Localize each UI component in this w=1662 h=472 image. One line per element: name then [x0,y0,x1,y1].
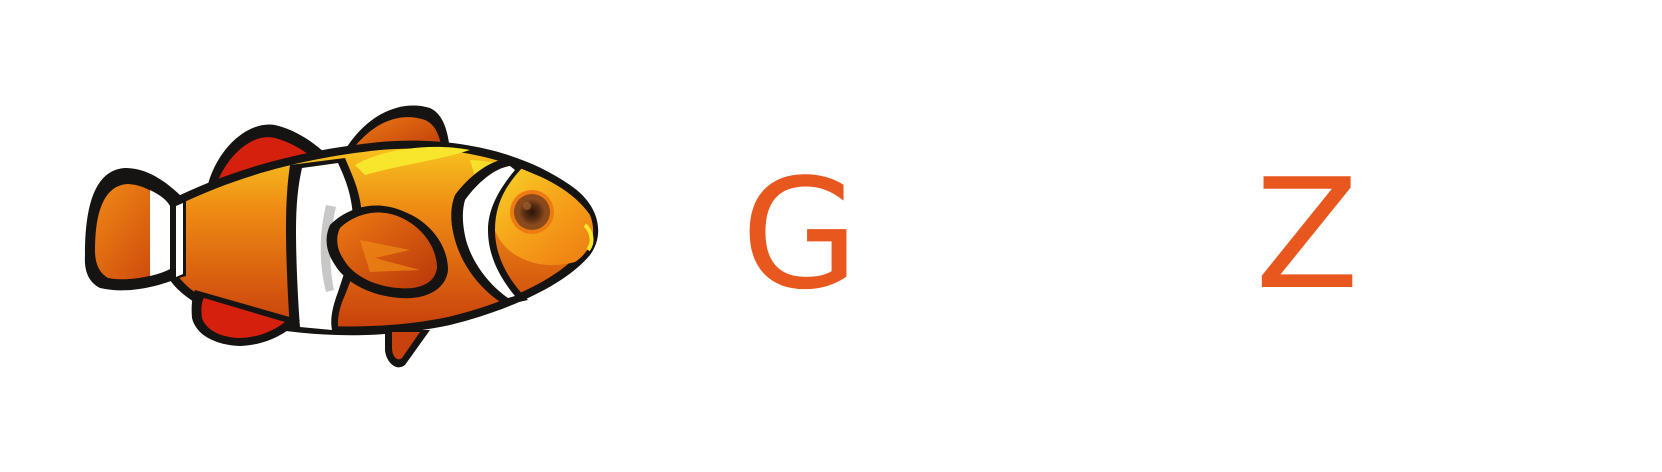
clownfish-icon [84,105,599,368]
logo-letter-z: Z [1255,146,1360,323]
logo-letter-g: G [741,146,859,323]
